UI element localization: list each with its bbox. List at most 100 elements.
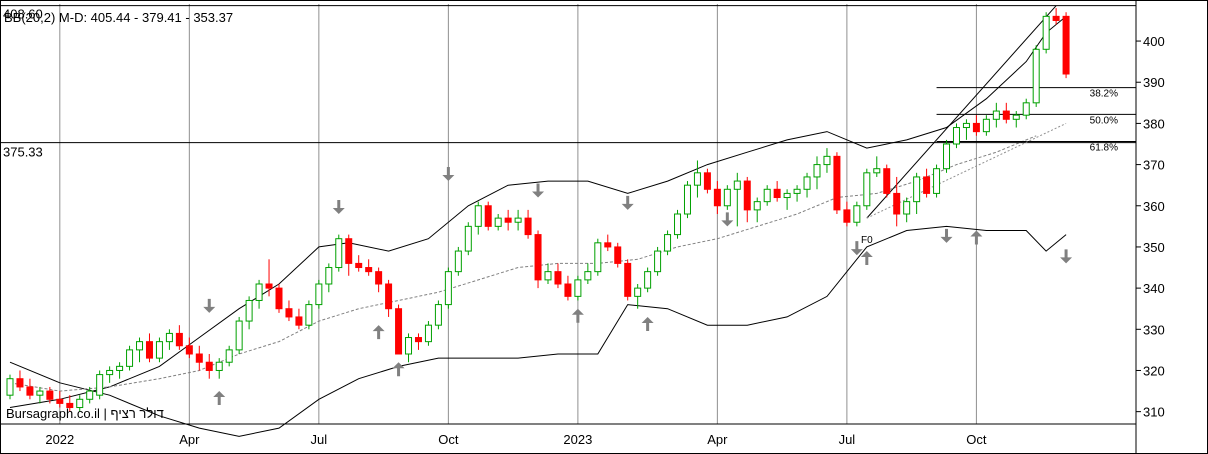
candle-body	[594, 242, 602, 273]
candle-body	[1022, 102, 1030, 116]
candle-body	[933, 168, 941, 194]
arrow-up-marker	[392, 362, 405, 377]
candle-body	[773, 188, 781, 199]
candle-body	[952, 127, 960, 145]
candle-body	[136, 341, 144, 351]
candle-body	[693, 172, 701, 186]
candle-body	[36, 390, 44, 396]
candle-body	[484, 205, 492, 227]
arrow-down-marker	[621, 195, 634, 210]
candle-body	[1042, 15, 1050, 50]
candle-body	[883, 168, 891, 194]
candle-body	[943, 143, 951, 170]
candle-body	[962, 122, 970, 129]
candle-body	[76, 398, 84, 409]
arrow-down-marker	[442, 167, 455, 182]
candle-body	[504, 217, 512, 223]
candle-body	[1002, 110, 1010, 120]
y-tick-label: 380	[1143, 116, 1165, 131]
y-tick-label: 400	[1143, 34, 1165, 49]
y-tick-label: 310	[1143, 405, 1165, 420]
candle-body	[683, 184, 691, 215]
candle-body	[1062, 15, 1070, 75]
candle-body	[86, 390, 94, 400]
candle-body	[56, 398, 64, 404]
arrow-down-marker	[940, 228, 953, 243]
axes: 310 320 330 340 350 360 370 380 390 400 2022 Apr Jul…	[0, 0, 1165, 454]
candle-body	[424, 324, 432, 343]
candle-body	[703, 172, 711, 190]
x-tick-label: Oct	[438, 432, 459, 447]
candles	[6, 8, 1070, 412]
x-tick-label: 2022	[45, 432, 74, 447]
arrow-down-marker	[203, 298, 216, 313]
x-tick-label: Jul	[839, 432, 856, 447]
arrow-up-marker	[372, 325, 385, 340]
arrow-down-marker	[532, 183, 545, 198]
y-tick-label: 320	[1143, 363, 1165, 378]
y-tick-label: 370	[1143, 158, 1165, 173]
candle-body	[16, 378, 24, 388]
candle-body	[803, 176, 811, 190]
candle-body	[853, 205, 861, 223]
fib-level-label: 50.0%	[1090, 115, 1118, 126]
price-level-label: 408.60	[3, 7, 43, 22]
candle-body	[175, 332, 183, 347]
candle-body	[893, 192, 901, 215]
candle-body	[634, 287, 642, 297]
x-tick-label: Apr	[707, 432, 728, 447]
markers	[203, 167, 1073, 406]
candle-body	[584, 271, 592, 281]
candle-body	[295, 316, 303, 326]
candle-body	[873, 168, 881, 174]
candle-body	[96, 374, 104, 396]
candle-body	[534, 234, 542, 281]
candle-body	[355, 262, 363, 269]
candle-body	[195, 353, 203, 363]
candle-body	[783, 192, 791, 199]
candle-body	[793, 188, 801, 194]
arrow-up-marker	[860, 251, 873, 266]
candle-body	[474, 205, 482, 227]
candle-body	[544, 271, 552, 281]
y-tick-label: 340	[1143, 281, 1165, 296]
candle-body	[723, 188, 731, 207]
candle-body	[165, 332, 173, 343]
candle-body	[255, 283, 263, 301]
candle-body	[395, 308, 403, 355]
arrow-down-marker	[721, 212, 734, 227]
arrow-down-marker	[1060, 249, 1073, 264]
candle-body	[414, 337, 422, 343]
indicator-label: BB(20,2) M-D: 405.44 - 379.41 - 353.37	[4, 10, 233, 25]
fib-start-label: F0	[861, 235, 873, 246]
x-tick-label: Oct	[966, 432, 987, 447]
watermark: Bursagraph.co.il | דולר רציף	[6, 406, 164, 421]
candle-body	[624, 262, 632, 297]
candle-body	[375, 271, 383, 285]
candle-body	[743, 180, 751, 211]
candle-body	[644, 271, 652, 289]
candle-body	[385, 283, 393, 310]
candle-body	[753, 201, 761, 211]
candle-body	[205, 361, 213, 371]
candle-body	[972, 122, 980, 133]
candle-body	[106, 369, 114, 376]
x-tick-label: 2023	[563, 432, 592, 447]
arrow-up-marker	[970, 230, 983, 245]
candle-body	[1012, 114, 1020, 120]
price-level-label: 375.33	[3, 145, 43, 160]
x-tick-label: Jul	[311, 432, 328, 447]
candle-body	[923, 176, 931, 194]
candle-body	[405, 337, 413, 355]
candle-body	[185, 345, 193, 355]
candle-body	[614, 246, 622, 264]
arrow-up-marker	[213, 391, 226, 406]
candle-body	[265, 283, 273, 289]
candle-body	[713, 188, 721, 207]
candle-body	[1032, 48, 1040, 104]
candle-body	[863, 172, 871, 207]
candle-body	[315, 283, 323, 306]
candle-body	[365, 267, 373, 273]
